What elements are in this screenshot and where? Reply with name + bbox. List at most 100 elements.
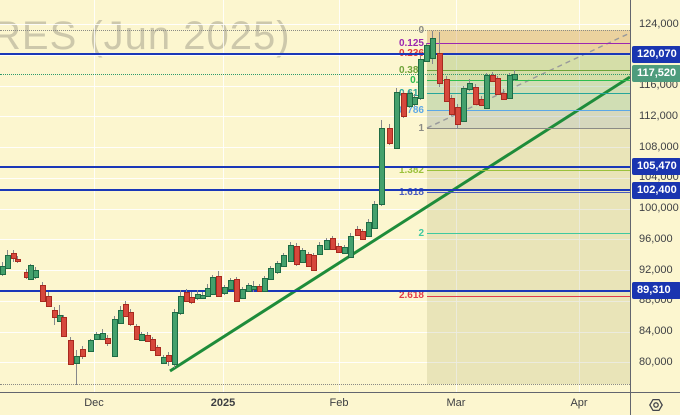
price-tick-label: 84,000 [639, 325, 673, 338]
candle-body [461, 88, 467, 122]
candle-wick [76, 350, 77, 385]
candle-body [216, 276, 222, 297]
candle-body [262, 278, 268, 293]
candle-body [288, 245, 294, 262]
candle-body [501, 92, 507, 100]
time-axis[interactable]: Dec 2025 Feb Mar Apr [0, 392, 630, 415]
candle-body [80, 349, 86, 357]
candle-body [507, 75, 513, 99]
fib-level-line[interactable] [427, 80, 630, 81]
fib-fill-band [427, 53, 630, 80]
alert-price-badge[interactable]: 102,400 [632, 181, 680, 199]
candle-body [33, 270, 39, 279]
vertical-gridline [94, 0, 95, 392]
fib-level-line[interactable] [427, 233, 630, 234]
candle-body [467, 82, 473, 90]
candle-body [360, 231, 366, 240]
candle-body [112, 319, 118, 357]
fib-level-label: 0.5 [0, 75, 424, 86]
fib-level-line[interactable] [427, 43, 630, 44]
candle-body [342, 247, 348, 254]
fib-level-label: 0.382 [398, 64, 424, 76]
fib-level-label: 2 [418, 227, 424, 239]
candle-body [268, 268, 274, 280]
alert-price-badge[interactable]: 105,470 [632, 158, 680, 176]
alert-price-line[interactable] [0, 189, 630, 192]
candle-body [401, 93, 407, 117]
time-tick-label: Dec [84, 397, 104, 409]
alert-price-line[interactable] [0, 53, 630, 56]
price-tick-label: 108,000 [639, 140, 679, 153]
time-tick-label: Apr [570, 397, 588, 409]
candle-body [5, 254, 11, 270]
price-axis[interactable]: 124,000120,000116,000112,000108,000104,0… [630, 0, 680, 392]
alert-price-badge[interactable]: 89,310 [632, 282, 680, 300]
time-tick-label: 2025 [210, 397, 236, 409]
candle-body [68, 340, 74, 365]
alert-price-line[interactable] [0, 289, 630, 292]
fib-level-line[interactable] [427, 110, 630, 111]
candle-body [94, 334, 100, 340]
horizontal-gridline [0, 54, 630, 56]
candle-body [418, 59, 424, 100]
fib-level-line[interactable] [427, 70, 630, 71]
candle-body [394, 91, 400, 149]
fib-level-label: 1.382 [398, 164, 424, 176]
candle-body [52, 310, 58, 318]
price-tick-label: 116,000 [639, 79, 678, 92]
candle-body [512, 73, 518, 80]
horizontal-gridline [0, 24, 630, 25]
last-price-badge[interactable]: 117,520 [632, 65, 680, 83]
fib-level-line[interactable] [0, 30, 630, 31]
fib-level-label: 1.618 [398, 186, 424, 198]
candle-body [139, 334, 145, 341]
candle-body [88, 340, 94, 352]
candle-body [311, 255, 317, 271]
time-tick-label: Mar [446, 397, 466, 409]
candle-body [150, 339, 156, 351]
candle-body [15, 258, 21, 263]
candle-wick [59, 305, 60, 323]
candle-body [317, 245, 323, 255]
time-tick-label: Feb [329, 397, 349, 409]
candle-body [330, 238, 336, 250]
gear-icon [649, 398, 663, 411]
candle-body [178, 296, 184, 315]
candle-body [61, 317, 67, 337]
candle-body [275, 263, 281, 273]
candle-body [189, 297, 195, 303]
last-price-line[interactable] [0, 73, 630, 75]
candle-body [123, 304, 129, 317]
candle-body [46, 296, 52, 307]
fib-level-line[interactable] [427, 128, 630, 129]
fib-level-line[interactable] [427, 93, 630, 94]
candle-body [372, 203, 378, 229]
candle-body [336, 246, 342, 253]
fib-level-line[interactable] [427, 170, 630, 171]
candle-body [379, 128, 385, 205]
candle-body [455, 107, 461, 125]
candle-body [294, 246, 300, 265]
candle-body [444, 79, 450, 102]
candle-body [412, 97, 418, 105]
candle-body [105, 337, 111, 345]
candle-body [234, 279, 240, 302]
candle-body [348, 236, 354, 258]
alert-price-badge[interactable]: 120,070 [632, 45, 680, 63]
fib-level-line[interactable] [427, 295, 630, 297]
fib-level-line[interactable] [0, 384, 630, 386]
alert-price-line[interactable] [0, 165, 630, 168]
fib-level-line[interactable] [427, 192, 630, 193]
price-scale-settings-button[interactable] [630, 392, 680, 415]
fib-level-label: 0.618 [0, 88, 424, 99]
candle-body [100, 333, 106, 340]
price-tick-label: 100,000 [639, 202, 679, 215]
candle-body [387, 128, 393, 144]
candle-body [134, 326, 140, 341]
fib-fill-band [427, 30, 630, 54]
candle-body [424, 44, 430, 63]
chart-plot-area[interactable]: RES (Jun 2025) 00.1250.2360.3820.50.6180… [0, 0, 630, 392]
candle-body [40, 285, 46, 302]
fib-level-label: 2.618 [398, 290, 424, 302]
